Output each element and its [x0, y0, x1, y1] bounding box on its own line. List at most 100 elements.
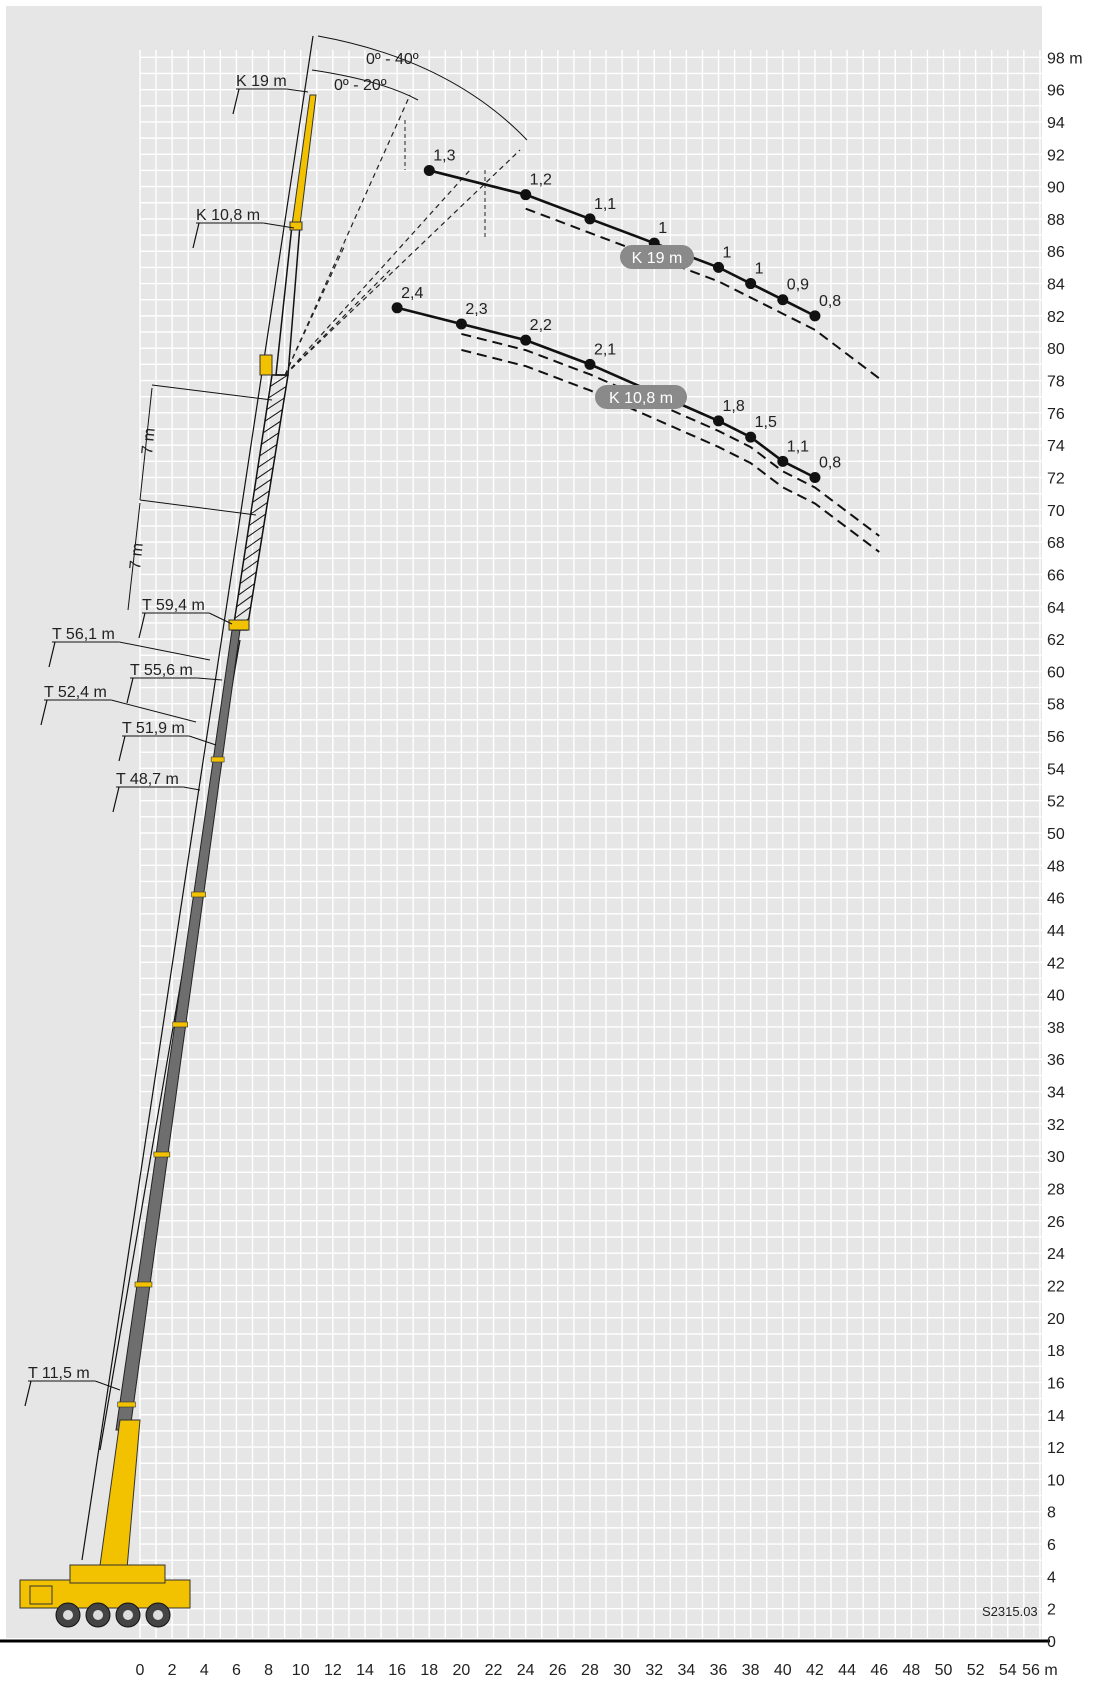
wheel-hub: [153, 1610, 163, 1620]
lattice-joint: [228, 619, 250, 631]
y-tick-label: 82: [1047, 309, 1065, 326]
drawing-code: S2315.03: [982, 1604, 1038, 1619]
y-tick-label: 18: [1047, 1343, 1065, 1360]
label-t594-arrow: [138, 612, 146, 639]
x-tick-label: 48: [902, 1662, 920, 1679]
k19-point: [520, 189, 532, 201]
y-tick-label: 20: [1047, 1311, 1065, 1328]
y-tick-label: 46: [1047, 891, 1065, 908]
x-tick-label: 28: [581, 1662, 599, 1679]
lattice-brace: [269, 374, 289, 387]
k19-point: [745, 278, 757, 290]
label-t115-leader: [95, 1380, 121, 1391]
y-tick-label: 30: [1047, 1149, 1065, 1166]
y-tick-label: 88: [1047, 212, 1065, 229]
lattice-brace: [243, 548, 261, 561]
y-tick-label: 36: [1047, 1052, 1065, 1069]
y-tick-label: 34: [1047, 1085, 1065, 1102]
label-t524-arrow: [40, 699, 48, 726]
y-tick-label: 76: [1047, 406, 1065, 423]
label-t594-leader: [208, 612, 233, 625]
angle-arc-inner: [311, 69, 419, 101]
boom-collar: [191, 891, 206, 898]
y-tick-label: 78: [1047, 374, 1065, 391]
lattice-brace: [252, 490, 270, 503]
x-tick-label: 12: [324, 1662, 342, 1679]
x-tick-label: 44: [838, 1662, 856, 1679]
segment-7m-upper: 7 m: [139, 427, 159, 455]
x-tick-label: 32: [645, 1662, 663, 1679]
angle-outer-label: 0º - 40º: [366, 51, 419, 68]
y-tick-label: 24: [1047, 1246, 1065, 1263]
x-tick-label: 40: [774, 1662, 792, 1679]
label-t487-leader: [183, 786, 201, 791]
y-tick-label: 72: [1047, 470, 1065, 487]
luffing-position-line: [284, 94, 411, 376]
k19-load-label: 1,3: [433, 147, 455, 164]
x-tick-label: 30: [613, 1662, 631, 1679]
angle-inner-label: 0º - 20º: [334, 77, 387, 94]
k108-point: [391, 302, 403, 314]
boom-collar: [172, 1021, 188, 1028]
k19-load-label: 1: [658, 220, 667, 237]
k19-point: [777, 294, 789, 306]
k108-load-label: 2,3: [465, 301, 487, 318]
x-tick-label: 0: [136, 1662, 145, 1679]
k108-load-label: 1,8: [723, 398, 745, 415]
segment-dimension: [127, 502, 141, 611]
k108-point: [777, 455, 789, 467]
y-tick-label: 52: [1047, 794, 1065, 811]
k19-load-label: 1,1: [594, 196, 616, 213]
y-tick-label: 60: [1047, 664, 1065, 681]
segment-marker: [139, 499, 257, 516]
boom-collar: [153, 1151, 171, 1158]
y-tick-label: 10: [1047, 1472, 1065, 1489]
x-tick-label: 26: [549, 1662, 567, 1679]
y-tick-label: 48: [1047, 858, 1065, 875]
k19-load-label: 0,9: [787, 277, 809, 294]
lattice-brace: [257, 455, 276, 469]
y-tick-label: 64: [1047, 600, 1065, 617]
lattice-brace: [264, 409, 283, 422]
segment-7m-lower: 7 m: [127, 542, 147, 570]
k108-point: [809, 471, 821, 483]
y-tick-label: 68: [1047, 535, 1065, 552]
label-t556-arrow: [126, 677, 134, 704]
lattice-brace: [261, 432, 280, 445]
label-t115-arrow: [24, 1380, 32, 1407]
x-tick-label: 52: [967, 1662, 985, 1679]
boom-collar: [117, 1401, 136, 1408]
boom-annotations: K 19 m K 10,8 m T 59,4 m T 56,1 m T 55,6 m T …: [24, 35, 528, 1407]
load-curves: 1,3 1,2 1,1 1 1 1 0,9 0,8 K 19 m 2,4 2,3 2,2 2,1 1,8 1…: [391, 147, 880, 553]
lattice-brace: [255, 467, 274, 480]
strut-yellow: [259, 354, 273, 376]
angle-arc-outer: [317, 35, 528, 141]
lattice-brace: [248, 513, 266, 527]
x-tick-label: 10: [292, 1662, 310, 1679]
lattice-brace: [245, 536, 263, 550]
k108-point: [520, 334, 532, 346]
luffing-position-line: [284, 149, 521, 376]
lattice-brace: [238, 583, 255, 596]
y-tick-label: 2: [1047, 1602, 1056, 1619]
k19-pill: [620, 245, 694, 269]
y-tick-label: 38: [1047, 1020, 1065, 1037]
y-tick-label: 80: [1047, 341, 1065, 358]
lattice-brace: [266, 397, 285, 411]
y-tick-label: 12: [1047, 1440, 1065, 1457]
y-tick-label: 14: [1047, 1408, 1065, 1425]
label-t561: T 56,1 m: [52, 626, 115, 643]
lattice-brace: [239, 571, 257, 585]
y-tick-label: 92: [1047, 147, 1065, 164]
k108-load-label: 2,1: [594, 341, 616, 358]
segment-marker: [151, 384, 273, 401]
label-t524-leader: [111, 699, 197, 723]
y-tick-label: 42: [1047, 955, 1065, 972]
luffing-position-line: [284, 244, 346, 376]
k19-load-label: 1: [723, 244, 732, 261]
y-tick-label: 90: [1047, 180, 1065, 197]
k19-load-label: 1,2: [530, 172, 552, 189]
x-tick-label: 38: [742, 1662, 760, 1679]
label-k19: K 19 m: [236, 73, 287, 90]
y-tick-label: 4: [1047, 1569, 1056, 1586]
